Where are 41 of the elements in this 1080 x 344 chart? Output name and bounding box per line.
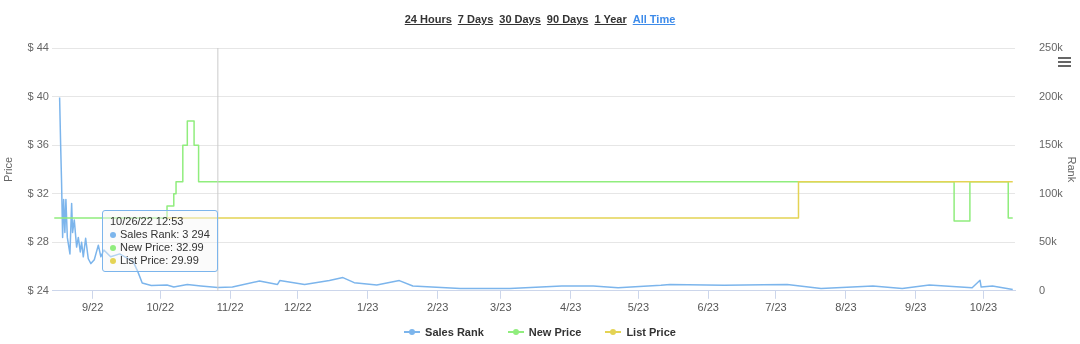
x-tick-label: 10/23 [969, 301, 998, 314]
x-tick-label: 8/23 [835, 301, 857, 314]
x-tick-label: 3/23 [490, 301, 512, 314]
x-tick-label: 5/23 [627, 301, 650, 314]
y2-tick-label: 200k [1039, 89, 1064, 102]
y2-tick-label: 0 [1039, 283, 1046, 296]
annotation: List Price: 29.99 [119, 254, 199, 267]
x-tick-label: 9/23 [905, 301, 927, 314]
annotation: 10/26/22 12:53 [109, 215, 185, 228]
annotation: Sales Rank: 3 294 [119, 228, 210, 241]
x-tick-label: 12/22 [284, 301, 312, 314]
x-tick-label: 9/22 [81, 301, 104, 314]
legend-label: New Price [528, 326, 582, 338]
annotation: New Price: 32.99 [119, 241, 204, 254]
y2-axis-title: Rank [1066, 156, 1079, 183]
x-tick-label: 1/23 [357, 301, 379, 314]
x-tick-label: 6/23 [697, 301, 719, 314]
text: 30 Days [499, 13, 541, 25]
y-tick-label: $ 44 [27, 41, 49, 54]
x-tick-label: 10/22 [146, 301, 175, 314]
legend-label: List Price [626, 326, 676, 338]
x-tick-label: 4/23 [560, 301, 582, 314]
y-tick-label: $ 32 [27, 186, 49, 199]
y2-tick-label: 50k [1039, 235, 1058, 248]
y2-tick-label: 250k [1039, 41, 1064, 54]
text: 90 Days [546, 13, 589, 25]
text: All Time [632, 13, 676, 25]
y-tick-label: $ 24 [27, 283, 49, 296]
y-axis-title: Price [1, 156, 14, 182]
x-tick-label: 11/22 [216, 301, 244, 314]
text: 24 Hours [404, 13, 452, 25]
y2-tick-label: 150k [1039, 138, 1064, 151]
x-tick-label: 2/23 [426, 301, 449, 314]
y-tick-label: $ 28 [27, 235, 49, 248]
y2-tick-label: 100k [1039, 186, 1064, 199]
legend-label: Sales Rank [425, 326, 484, 338]
x-tick-label: 7/23 [765, 301, 787, 314]
y-tick-label: $ 40 [27, 89, 49, 102]
text: 7 Days [457, 13, 494, 25]
y-tick-label: $ 36 [27, 138, 49, 151]
text: 1 Year [594, 13, 627, 25]
